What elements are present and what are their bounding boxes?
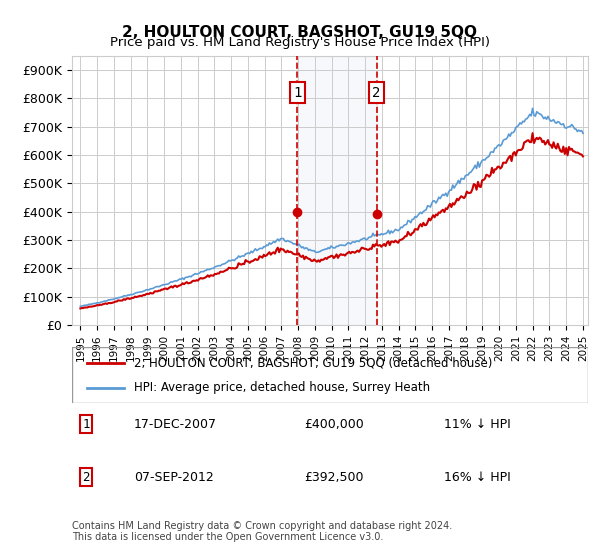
Text: 1: 1 [82,418,90,431]
Text: £400,000: £400,000 [304,418,364,431]
Text: Contains HM Land Registry data © Crown copyright and database right 2024.
This d: Contains HM Land Registry data © Crown c… [72,521,452,543]
Text: 11% ↓ HPI: 11% ↓ HPI [443,418,510,431]
Text: HPI: Average price, detached house, Surrey Heath: HPI: Average price, detached house, Surr… [134,381,430,394]
Text: 2, HOULTON COURT, BAGSHOT, GU19 5QQ: 2, HOULTON COURT, BAGSHOT, GU19 5QQ [122,25,478,40]
Text: 1: 1 [293,86,302,100]
Text: 17-DEC-2007: 17-DEC-2007 [134,418,217,431]
Text: 07-SEP-2012: 07-SEP-2012 [134,471,214,484]
Text: 2: 2 [82,471,90,484]
Text: £392,500: £392,500 [304,471,364,484]
Text: Price paid vs. HM Land Registry's House Price Index (HPI): Price paid vs. HM Land Registry's House … [110,36,490,49]
Bar [298,56,377,325]
Text: 2, HOULTON COURT, BAGSHOT, GU19 5QQ (detached house): 2, HOULTON COURT, BAGSHOT, GU19 5QQ (det… [134,356,492,370]
Text: 16% ↓ HPI: 16% ↓ HPI [443,471,510,484]
Text: 2: 2 [373,86,381,100]
